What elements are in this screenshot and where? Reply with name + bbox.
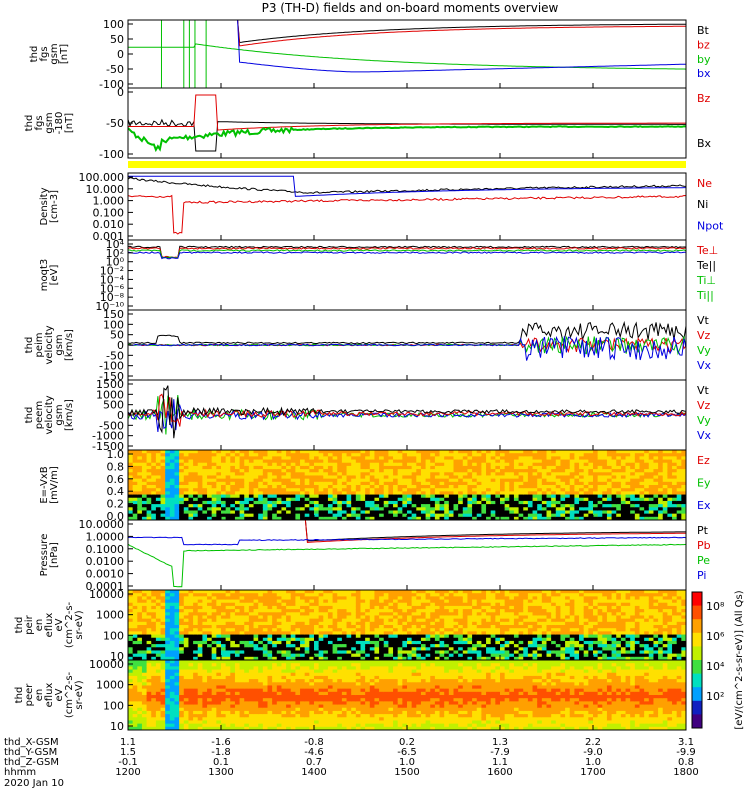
trace-bz (128, 20, 686, 46)
y-tick-label: 0.6 (107, 473, 125, 486)
y-axis-label: [nPa] (49, 542, 60, 568)
legend-label-pt: Pt (697, 524, 709, 537)
legend-label-bx: bx (697, 67, 711, 80)
panel-traces (128, 246, 686, 258)
panel-frame (128, 20, 686, 88)
trace-green-angle (128, 126, 686, 150)
legend-label-vy: Vy (697, 344, 711, 357)
yellow-bar (128, 161, 686, 168)
panel-temperature: 10⁴10²10⁰10⁻²10⁻⁴10⁻⁶10⁻⁸10⁻¹⁰moqt3[eV]T… (39, 238, 718, 313)
panel-frame (128, 173, 686, 240)
y-tick-label: 0.1000 (86, 543, 125, 556)
y-axis-label: [nT] (64, 113, 75, 133)
legend-label-vz: Vz (697, 329, 711, 342)
legend-label-pi: Pi (697, 569, 706, 582)
panel-frame (128, 520, 686, 590)
trace-ti (128, 250, 686, 258)
legend-label-pe: Pe (697, 554, 710, 567)
legend-label-bz: bz (697, 38, 710, 51)
y-axis-label: [cm-3] (49, 190, 60, 223)
legend-label-bz: Bz (697, 92, 711, 105)
legend-label-vz: Vz (697, 399, 711, 412)
trace-ne (128, 196, 686, 235)
y-tick-label: -100 (99, 148, 124, 161)
panel-traces (128, 322, 686, 360)
y-tick-label: 50 (110, 33, 124, 46)
y-tick-label: 0 (117, 48, 124, 61)
trace-vx (128, 336, 686, 360)
figure-title: P3 (TH-D) fields and on-board moments ov… (262, 1, 559, 15)
trace-ti-perp (128, 252, 686, 259)
legend-label-ti⊥: Ti⊥ (696, 274, 716, 287)
legend-label-vx: Vx (697, 429, 712, 442)
trace-by (128, 44, 686, 69)
legend-label-te⊥: Te⊥ (696, 244, 718, 257)
legend-label-ez: Ez (697, 454, 710, 467)
panel-traces (128, 386, 686, 439)
legend-label-npot: Npot (697, 219, 724, 232)
panel-pressure: 10.00001.00000.10000.01000.00100.0001Pre… (39, 518, 711, 593)
trace-vx (128, 399, 686, 432)
y-axis-label: [km/s] (64, 399, 75, 431)
legend-label-bt: Bt (697, 24, 710, 37)
trace-ni (128, 178, 686, 194)
legend-label-vx: Vx (697, 359, 712, 372)
y-axis-label: [nT] (59, 44, 70, 64)
legend-label-ex: Ex (697, 499, 711, 512)
y-tick-label: -50 (106, 63, 124, 76)
panel-density: 100.00010.0001.0000.1000.0100.001Density… (39, 171, 724, 243)
y-tick-label: 0.4 (107, 485, 125, 498)
y-tick-label: 0.2 (107, 498, 125, 511)
legend-label-ey: Ey (697, 477, 711, 490)
panel-traces (128, 450, 687, 521)
trace-vt (128, 322, 686, 343)
legend-label-vt: Vt (697, 314, 710, 327)
legend-label-vt: Vt (697, 384, 710, 397)
y-tick-label: 1.0000 (86, 530, 125, 543)
panel-traces (128, 20, 686, 88)
y-tick-label: 10.0000 (79, 518, 125, 531)
y-tick-label: -50 (106, 117, 124, 130)
y-tick-label: 0.0010 (86, 568, 125, 581)
legend-label-bx: Bx (697, 137, 712, 150)
y-tick-label: 100 (103, 18, 124, 31)
y-axis-label: [mV/m] (49, 466, 60, 504)
legend-label-ne: Ne (697, 177, 712, 190)
y-axis-label: [km/s] (64, 329, 75, 361)
panel-traces (128, 590, 687, 661)
legend-label-vy: Vy (697, 414, 711, 427)
y-tick-label: 1.0 (107, 448, 125, 461)
legend-label-by: by (697, 53, 711, 66)
y-tick-label: 0.8 (107, 460, 125, 473)
legend-label-te||: Te|| (696, 259, 716, 272)
trace-pe (128, 544, 686, 587)
panel-traces (128, 520, 686, 587)
trace-vz (128, 394, 686, 426)
panel-traces (128, 176, 686, 234)
panel-traces (128, 95, 686, 151)
y-tick-label: 0 (117, 86, 124, 99)
legend-label-ni: Ni (697, 198, 708, 211)
legend-label-pb: Pb (697, 539, 711, 552)
y-axis-label: [eV] (49, 265, 60, 286)
legend-label-ti||: Ti|| (696, 289, 714, 302)
y-tick-label: 0.0100 (86, 555, 125, 568)
